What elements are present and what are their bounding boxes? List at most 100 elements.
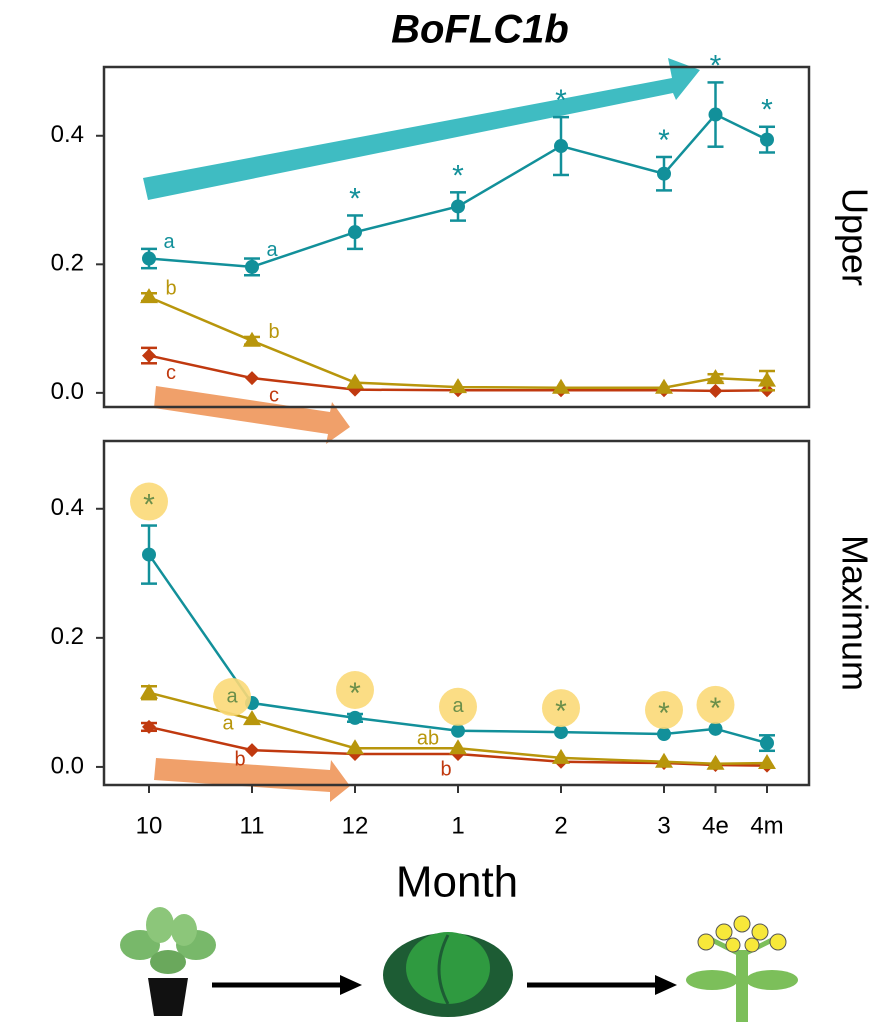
arrow-icon	[212, 975, 677, 995]
highlight-circle	[213, 678, 251, 717]
panel-frame	[102, 439, 811, 787]
significance-label: *	[143, 488, 155, 521]
x-tick-label: 12	[342, 812, 369, 839]
significance-label: c	[166, 362, 176, 384]
data-point	[243, 331, 261, 347]
significance-label: *	[658, 124, 670, 157]
data-point	[142, 251, 156, 266]
trend-arrow	[154, 386, 350, 444]
highlight-circle	[696, 685, 735, 724]
series-line	[147, 553, 768, 745]
highlight-circle	[439, 687, 477, 726]
data-point	[758, 371, 776, 387]
data-point	[142, 348, 156, 363]
data-point	[708, 721, 723, 736]
data-point	[245, 743, 259, 758]
highlight-circle	[336, 671, 374, 710]
series-line	[148, 691, 768, 765]
y-tick-label: 0.2	[51, 623, 84, 650]
significance-label: *	[710, 49, 722, 82]
significance-label: a	[163, 231, 175, 253]
significance-label: c	[269, 384, 279, 406]
significance-label: b	[234, 748, 245, 770]
data-point	[552, 748, 570, 764]
y-tick-label: 0.0	[51, 752, 84, 779]
y-tick-label: 0.2	[51, 250, 84, 277]
cabbage-icon	[383, 932, 513, 1017]
data-point	[449, 739, 467, 755]
data-point	[655, 752, 673, 768]
data-point	[245, 371, 259, 386]
trend-arrow	[154, 758, 350, 802]
highlight-circle	[542, 689, 580, 728]
data-point	[706, 369, 725, 385]
significance-label: b	[165, 277, 176, 299]
data-point	[348, 710, 362, 725]
x-tick-label: 2	[554, 812, 567, 839]
trend-arrow	[143, 58, 700, 200]
flowering-plant-icon	[686, 915, 798, 1022]
x-tick-label: 10	[136, 812, 163, 839]
plant-seedling-icon	[120, 907, 216, 1016]
significance-label: *	[555, 84, 567, 117]
data-point	[552, 378, 570, 394]
data-point	[142, 547, 156, 562]
x-tick-label: 3	[657, 812, 670, 839]
significance-label: *	[761, 94, 773, 127]
panel-frame	[102, 65, 811, 409]
significance-label: *	[555, 695, 567, 728]
chart-title: BoFLC1b	[391, 8, 569, 52]
significance-label: b	[268, 321, 279, 343]
y-tick-label: 0.4	[51, 494, 84, 521]
significance-label: b	[440, 758, 451, 780]
significance-label: a	[222, 712, 234, 734]
panel-label: Upper	[834, 188, 875, 286]
y-tick-label: 0.0	[51, 378, 84, 405]
x-tick-label: 4e	[702, 812, 729, 839]
data-point	[554, 139, 568, 154]
highlight-circle	[645, 691, 683, 730]
series-line	[148, 113, 768, 269]
data-point	[657, 166, 671, 181]
data-point	[245, 259, 259, 274]
data-point	[708, 383, 723, 398]
series-line	[148, 354, 768, 393]
data-point	[655, 378, 673, 394]
significance-label: *	[710, 692, 722, 725]
data-point	[708, 107, 723, 122]
significance-label: a	[226, 685, 238, 707]
significance-label: ab	[417, 727, 439, 749]
data-point	[760, 132, 774, 147]
data-point	[140, 683, 158, 699]
data-point	[451, 723, 465, 738]
x-tick-label: 1	[451, 812, 464, 839]
data-point	[451, 199, 465, 214]
x-tick-label: 11	[240, 812, 265, 839]
series-line	[148, 725, 768, 767]
data-point	[657, 727, 671, 742]
data-point	[758, 754, 776, 770]
data-point	[346, 373, 364, 389]
significance-label: *	[349, 677, 361, 710]
highlight-circle	[130, 482, 168, 521]
data-point	[140, 288, 158, 304]
data-point	[346, 739, 364, 755]
data-point	[449, 378, 467, 394]
series-line	[148, 295, 768, 389]
significance-label: *	[658, 697, 670, 730]
data-point	[348, 225, 362, 240]
x-axis-label: Month	[396, 858, 518, 907]
significance-label: a	[266, 239, 278, 261]
significance-label: *	[452, 159, 464, 192]
data-point	[760, 736, 774, 751]
panel-label: Maximum	[834, 535, 875, 691]
y-tick-label: 0.4	[51, 121, 84, 148]
data-point	[243, 710, 261, 726]
data-point	[706, 754, 725, 770]
significance-label: *	[349, 182, 361, 215]
significance-label: a	[452, 695, 464, 717]
data-point	[142, 719, 156, 734]
x-tick-label: 4m	[750, 812, 783, 839]
data-point	[554, 725, 568, 740]
